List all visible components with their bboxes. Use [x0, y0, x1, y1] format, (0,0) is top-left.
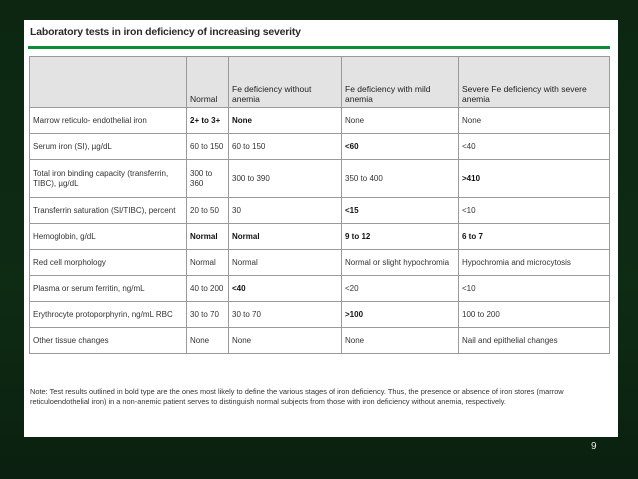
table-cell: 20 to 50: [186, 197, 229, 224]
table-cell: Normal: [228, 249, 342, 276]
table-cell: Nail and epithelial changes: [458, 327, 610, 354]
table-cell: Normal: [186, 249, 229, 276]
table-cell: None: [458, 107, 610, 134]
table-cell: >410: [458, 159, 610, 198]
table-header-cell: Fe deficiency with mild anemia: [341, 56, 459, 108]
slide-title: Laboratory tests in iron deficiency of i…: [30, 26, 301, 38]
table-cell: None: [341, 107, 459, 134]
table-row: Hemoglobin, g/dL Normal Normal 9 to 12 6…: [29, 223, 610, 250]
table-cell: 30 to 70: [228, 301, 342, 328]
table-cell: 60 to 150: [186, 133, 229, 160]
table-row: Marrow reticulo- endothelial iron 2+ to …: [29, 107, 610, 134]
table-cell: <20: [341, 275, 459, 302]
table-cell: 60 to 150: [228, 133, 342, 160]
footnote: Note: Test results outlined in bold type…: [30, 387, 564, 406]
table-cell: None: [341, 327, 459, 354]
table-row: Total iron binding capacity (transferrin…: [29, 159, 610, 198]
table-cell: Marrow reticulo- endothelial iron: [29, 107, 187, 134]
table-cell: 350 to 400: [341, 159, 459, 198]
lab-tests-table: Normal Fe deficiency without anemia Fe d…: [29, 56, 610, 354]
table-header-cell: Fe deficiency without anemia: [228, 56, 342, 108]
table-cell: 9 to 12: [341, 223, 459, 250]
table-row: Transferrin saturation (SI/TIBC), percen…: [29, 197, 610, 224]
table-header-cell: Severe Fe deficiency with severe anemia: [458, 56, 610, 108]
table-header-cell: Normal: [186, 56, 229, 108]
table-cell: Transferrin saturation (SI/TIBC), percen…: [29, 197, 187, 224]
table-cell: 2+ to 3+: [186, 107, 229, 134]
table-cell: 6 to 7: [458, 223, 610, 250]
table-cell: Other tissue changes: [29, 327, 187, 354]
slide-panel: Laboratory tests in iron deficiency of i…: [24, 20, 618, 437]
table-cell: Plasma or serum ferritin, ng/mL: [29, 275, 187, 302]
table-cell: <60: [341, 133, 459, 160]
table-cell: <40: [458, 133, 610, 160]
table-cell: 30 to 70: [186, 301, 229, 328]
title-rule: [28, 46, 610, 49]
table-cell: 30: [228, 197, 342, 224]
table-cell: 300 to 360: [186, 159, 229, 198]
table-cell: 300 to 390: [228, 159, 342, 198]
table-cell: None: [228, 327, 342, 354]
table-cell: Serum iron (SI), µg/dL: [29, 133, 187, 160]
table-header-row: Normal Fe deficiency without anemia Fe d…: [29, 56, 610, 108]
table-cell: <15: [341, 197, 459, 224]
table-cell: 100 to 200: [458, 301, 610, 328]
table-cell: Hemoglobin, g/dL: [29, 223, 187, 250]
page-number: 9: [591, 441, 597, 452]
table-cell: <40: [228, 275, 342, 302]
table-cell: Normal or slight hypochromia: [341, 249, 459, 276]
table-cell: Normal: [186, 223, 229, 250]
table-cell: None: [228, 107, 342, 134]
table-cell: 40 to 200: [186, 275, 229, 302]
table-cell: <10: [458, 197, 610, 224]
table-cell: <10: [458, 275, 610, 302]
table-row: Other tissue changes None None None Nail…: [29, 327, 610, 354]
table-cell: Total iron binding capacity (transferrin…: [29, 159, 187, 198]
table-row: Serum iron (SI), µg/dL 60 to 150 60 to 1…: [29, 133, 610, 160]
table-cell: >100: [341, 301, 459, 328]
table-row: Red cell morphology Normal Normal Normal…: [29, 249, 610, 276]
table-cell: None: [186, 327, 229, 354]
table-row: Erythrocyte protoporphyrin, ng/mL RBC 30…: [29, 301, 610, 328]
table-cell: Hypochromia and microcytosis: [458, 249, 610, 276]
table-cell: Erythrocyte protoporphyrin, ng/mL RBC: [29, 301, 187, 328]
table-header-cell: [29, 56, 187, 108]
table-cell: Normal: [228, 223, 342, 250]
table-row: Plasma or serum ferritin, ng/mL 40 to 20…: [29, 275, 610, 302]
table-cell: Red cell morphology: [29, 249, 187, 276]
